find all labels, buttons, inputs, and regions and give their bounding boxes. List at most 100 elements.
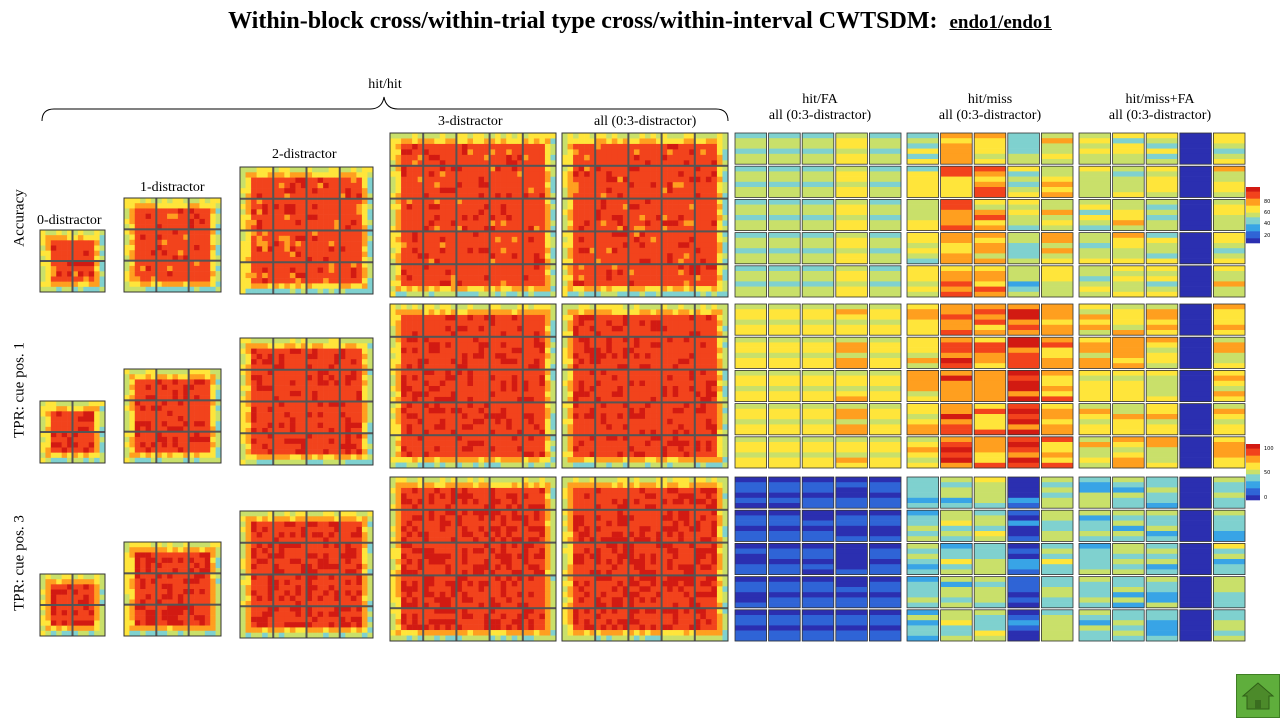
heatmap-cell <box>706 188 712 194</box>
heatmap-cell <box>279 178 285 184</box>
heatmap-cell <box>467 353 473 359</box>
heatmap-cell <box>407 215 413 221</box>
heatmap-cell <box>295 183 301 189</box>
heatmap-cell <box>257 183 263 189</box>
heatmap-cell <box>262 460 268 466</box>
heatmap-cell <box>528 182 534 188</box>
heatmap-cell <box>673 220 679 226</box>
heatmap-cell <box>974 133 1006 139</box>
heatmap-cell <box>279 167 285 173</box>
heatmap-cell <box>412 391 418 397</box>
heatmap-cell <box>445 149 451 155</box>
heatmap-cell <box>434 220 440 226</box>
heatmap-cell <box>396 320 402 326</box>
heatmap-cell <box>534 326 540 332</box>
heatmap-cell <box>246 188 252 194</box>
heatmap-cell <box>362 449 368 455</box>
heatmap-cell <box>396 215 402 221</box>
heatmap-cell <box>907 205 939 211</box>
heatmap-cell <box>974 225 1006 231</box>
heatmap-cell <box>836 133 868 139</box>
heatmap-cell <box>351 460 357 466</box>
heatmap-cell <box>199 416 205 422</box>
heatmap-cell <box>700 149 706 155</box>
heatmap-cell <box>1213 259 1245 265</box>
heatmap-cell <box>462 348 468 354</box>
heatmap-cell <box>1180 271 1212 277</box>
heatmap-cell <box>1079 220 1111 226</box>
heatmap-cell <box>501 237 507 243</box>
heatmap-cell <box>295 412 301 418</box>
heatmap-cell <box>257 343 263 349</box>
heatmap-cell <box>434 138 440 144</box>
heatmap-cell <box>129 198 135 204</box>
heatmap-cell <box>290 386 296 392</box>
heatmap-cell <box>210 203 216 209</box>
heatmap-cell <box>735 287 767 293</box>
heatmap-cell <box>445 381 451 387</box>
heatmap-cell <box>545 286 551 292</box>
heatmap-cell <box>1180 199 1212 205</box>
heatmap-cell <box>1180 215 1212 221</box>
heatmap-cell <box>717 237 723 243</box>
heatmap-cell <box>356 183 362 189</box>
heatmap-cell <box>678 144 684 150</box>
heatmap-cell <box>351 183 357 189</box>
heatmap-cell <box>673 215 679 221</box>
heatmap-cell <box>279 417 285 423</box>
heatmap-cell <box>401 177 407 183</box>
heatmap-cell <box>284 444 290 450</box>
heatmap-cell <box>279 454 285 460</box>
heatmap-cell <box>1079 287 1111 293</box>
heatmap-cell <box>240 380 246 386</box>
heatmap-cell <box>323 167 329 173</box>
heatmap-cell <box>362 283 368 289</box>
heatmap-cell <box>367 209 373 215</box>
heatmap-cell <box>836 166 868 172</box>
heatmap-cell <box>1008 166 1040 172</box>
heatmap-cell <box>711 210 717 216</box>
heatmap-cell <box>462 171 468 177</box>
heatmap-cell <box>473 204 479 210</box>
heatmap-cell <box>584 292 590 298</box>
heatmap-cell <box>495 353 501 359</box>
heatmap-cell <box>1180 149 1212 155</box>
heatmap-cell <box>440 359 446 365</box>
heatmap-cell <box>579 253 585 259</box>
heatmap-cell <box>318 172 324 178</box>
heatmap-cell <box>173 379 179 385</box>
heatmap-cell <box>1079 266 1111 272</box>
heatmap-cell <box>506 182 512 188</box>
heatmap-cell <box>295 338 301 344</box>
heatmap-cell <box>539 182 545 188</box>
heatmap-cell <box>173 447 179 453</box>
heatmap-cell <box>146 219 152 225</box>
heatmap-cell <box>467 304 473 310</box>
title-subject-link[interactable]: endo1/endo1 <box>949 12 1051 33</box>
heatmap-cell <box>345 386 351 392</box>
heatmap-cell <box>199 198 205 204</box>
heatmap-cell <box>617 171 623 177</box>
heatmap-cell <box>318 241 324 247</box>
heatmap-cell <box>246 460 252 466</box>
heatmap-cell <box>907 233 939 239</box>
heatmap-cell <box>329 273 335 279</box>
heatmap-cell <box>329 354 335 360</box>
heatmap-cell <box>210 453 216 459</box>
block-divider <box>40 431 105 433</box>
heatmap-cell <box>645 237 651 243</box>
heatmap-cell <box>769 171 801 177</box>
heatmap-cell <box>495 188 501 194</box>
heatmap-cell <box>194 219 200 225</box>
heatmap-cell <box>251 359 257 365</box>
heatmap-cell <box>1213 266 1245 272</box>
heatmap-cell <box>495 149 501 155</box>
heatmap-cell <box>869 281 901 287</box>
heatmap-cell <box>1213 292 1245 298</box>
heatmap-cell <box>869 177 901 183</box>
heatmap-cell <box>194 416 200 422</box>
heatmap-cell <box>528 281 534 287</box>
heatmap-cell <box>124 276 130 282</box>
heatmap-cell <box>78 437 84 442</box>
heatmap-cell <box>802 266 834 272</box>
